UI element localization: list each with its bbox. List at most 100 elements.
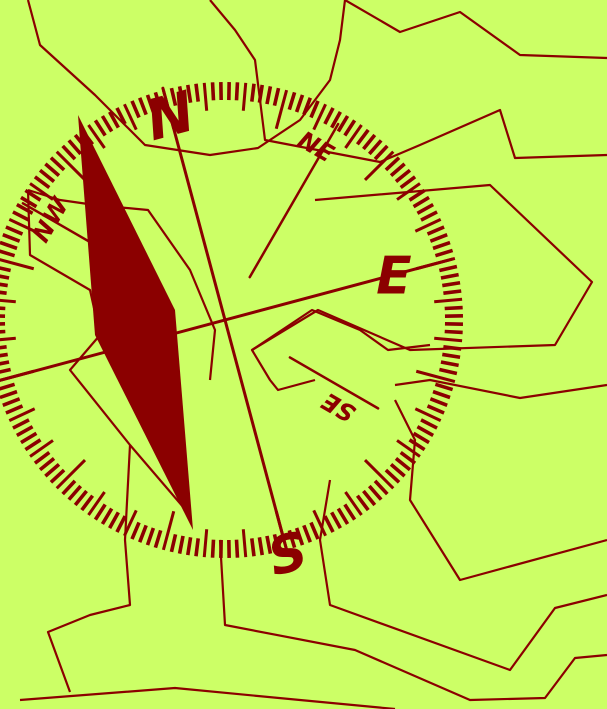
- contour-line: [27, 188, 217, 381]
- compass-tick: [2, 233, 21, 243]
- compass-tick: [416, 425, 435, 437]
- compass-tick: [265, 535, 273, 554]
- compass-tick: [115, 107, 127, 125]
- compass-tick: [44, 162, 61, 178]
- compass-tick: [153, 529, 163, 549]
- compass-tick: [210, 82, 216, 101]
- compass-tick: [108, 511, 120, 530]
- compass-tick: [420, 210, 438, 222]
- compass-tick: [363, 458, 395, 490]
- compass-tick: [55, 150, 87, 182]
- compass-tick: [100, 115, 114, 133]
- compass-tick: [414, 218, 442, 233]
- compass-tick: [355, 494, 370, 512]
- compass-tick: [177, 535, 185, 554]
- compass-tick: [250, 83, 256, 102]
- compass-tick: [177, 86, 185, 105]
- compass-tick: [330, 511, 342, 530]
- compass-tick: [15, 203, 34, 215]
- compass-tick: [0, 289, 7, 295]
- compass-tick: [343, 503, 357, 521]
- compass-tick: [169, 533, 178, 553]
- compass-tick: [80, 494, 95, 512]
- compass-tick: [194, 538, 200, 557]
- compass-tick: [343, 119, 357, 137]
- compass-tick: [442, 280, 461, 288]
- compass-tick: [5, 404, 24, 415]
- compass-tick: [396, 182, 421, 201]
- compass-tick: [29, 439, 54, 458]
- compass-tick: [412, 431, 430, 445]
- compass-tick: [145, 527, 156, 546]
- compass-tick: [389, 162, 406, 178]
- compass-tick: [93, 119, 107, 137]
- compass-tick: [138, 524, 148, 543]
- compass-tick: [434, 248, 454, 258]
- compass-tick: [415, 369, 456, 384]
- compass-tick: [408, 188, 426, 202]
- contour-line: [250, 183, 594, 392]
- compass-tick: [0, 305, 6, 311]
- compass-tick: [274, 89, 289, 130]
- compass-tick: [363, 150, 395, 182]
- east-west-axis: [0, 257, 454, 383]
- compass-tick: [394, 457, 412, 472]
- compass-tick: [0, 248, 16, 258]
- compass-tick: [241, 82, 248, 111]
- compass-tick: [20, 195, 38, 209]
- compass-tick: [309, 100, 320, 119]
- compass-tick: [20, 431, 38, 445]
- compass-tick: [38, 168, 56, 183]
- compass-tick: [420, 418, 438, 430]
- compass-tick: [323, 107, 335, 125]
- compass-tick: [0, 360, 10, 368]
- compass-tick: [130, 100, 141, 119]
- compass-tick: [432, 389, 451, 400]
- northeast-axis: [248, 122, 340, 279]
- compass-tick: [444, 305, 463, 311]
- compass-tick: [0, 280, 8, 288]
- compass-tick: [8, 407, 36, 422]
- compass-tick: [73, 489, 88, 507]
- compass-tick: [67, 484, 83, 501]
- compass-tick: [323, 515, 335, 533]
- compass-tick: [434, 336, 463, 343]
- compass-tick: [272, 87, 281, 107]
- compass-tick: [336, 115, 350, 133]
- compass-tick: [312, 509, 327, 537]
- compass-tick: [194, 83, 200, 102]
- compass-tick: [0, 256, 35, 271]
- compass-tick: [24, 188, 42, 202]
- compass-tick: [399, 175, 417, 190]
- compass-tick: [29, 182, 54, 201]
- compass-tick: [309, 521, 320, 540]
- contour-line: [26, 0, 347, 157]
- compass-tick: [219, 82, 223, 101]
- compass-tick: [138, 97, 148, 116]
- compass-tick: [0, 367, 12, 376]
- compass-tick: [202, 82, 209, 111]
- compass-tick: [429, 233, 448, 243]
- southeast-axis: [288, 356, 380, 410]
- compass-tick: [169, 87, 178, 107]
- compass-tick: [185, 84, 193, 103]
- contour-line: [251, 308, 431, 352]
- compass-tick: [302, 97, 312, 116]
- compass-tick: [87, 124, 106, 149]
- compass-tick: [373, 479, 389, 496]
- compass-tick: [394, 168, 412, 183]
- compass-tick: [384, 468, 401, 484]
- compass-tick: [434, 382, 454, 392]
- compass-tick: [287, 529, 297, 549]
- compass-tick: [294, 527, 305, 546]
- compass-tick: [0, 382, 16, 392]
- compass-tick: [5, 225, 24, 236]
- compass-tick: [250, 538, 256, 557]
- compass-tick: [108, 110, 120, 129]
- compass-tick: [362, 133, 377, 151]
- compass-tick: [426, 225, 445, 236]
- compass-tick: [161, 510, 176, 551]
- compass-tick: [123, 103, 138, 131]
- compass-tick: [373, 144, 389, 161]
- compass-tick: [227, 82, 231, 101]
